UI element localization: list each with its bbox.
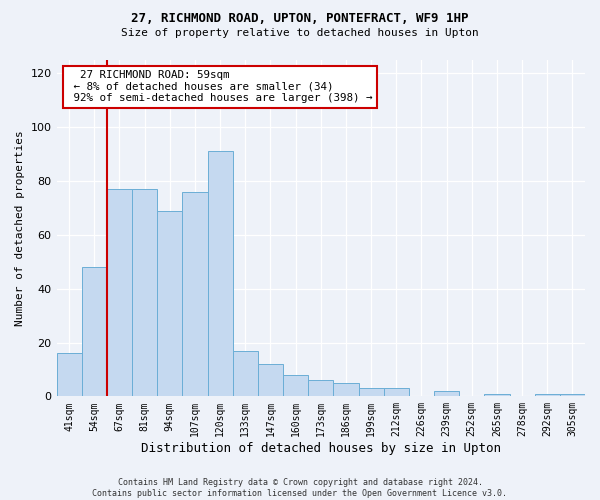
Bar (535, 394, 560, 396)
Text: Contains HM Land Registry data © Crown copyright and database right 2024.
Contai: Contains HM Land Registry data © Crown c… (92, 478, 508, 498)
Bar (182, 192, 208, 396)
Bar (82, 267, 107, 396)
Bar (233, 350, 258, 397)
Bar (434, 391, 459, 396)
Text: Size of property relative to detached houses in Upton: Size of property relative to detached ho… (121, 28, 479, 38)
Bar (359, 388, 383, 396)
Bar (208, 152, 233, 396)
Bar (132, 189, 157, 396)
Bar (308, 380, 334, 396)
Bar (334, 383, 359, 396)
Bar (56, 354, 82, 397)
Bar (484, 394, 509, 396)
Bar (258, 364, 283, 396)
Text: 27, RICHMOND ROAD, UPTON, PONTEFRACT, WF9 1HP: 27, RICHMOND ROAD, UPTON, PONTEFRACT, WF… (131, 12, 469, 26)
Bar (560, 394, 585, 396)
Bar (107, 189, 132, 396)
Y-axis label: Number of detached properties: Number of detached properties (15, 130, 25, 326)
Text: 27 RICHMOND ROAD: 59sqm  
 ← 8% of detached houses are smaller (34) 
 92% of sem: 27 RICHMOND ROAD: 59sqm ← 8% of detached… (67, 70, 373, 103)
X-axis label: Distribution of detached houses by size in Upton: Distribution of detached houses by size … (141, 442, 501, 455)
Bar (383, 388, 409, 396)
Bar (283, 375, 308, 396)
Bar (157, 210, 182, 396)
